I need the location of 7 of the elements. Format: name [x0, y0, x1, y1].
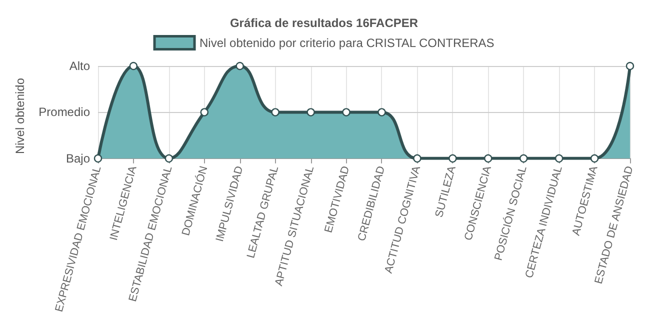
legend-label: Nivel obtenido por criterio para CRISTAL CONTRERAS	[200, 36, 494, 50]
y-axis-title: Nivel obtenido	[13, 78, 27, 154]
text: Bajo	[66, 151, 90, 166]
ref-line-label: Promedio	[38, 105, 90, 120]
ref-line-label: Alto	[69, 59, 90, 73]
chart-title: Gráfica de resultados 16FACPER	[230, 16, 418, 30]
x-tick-label: LEALTAD GRUPAL	[244, 164, 282, 260]
